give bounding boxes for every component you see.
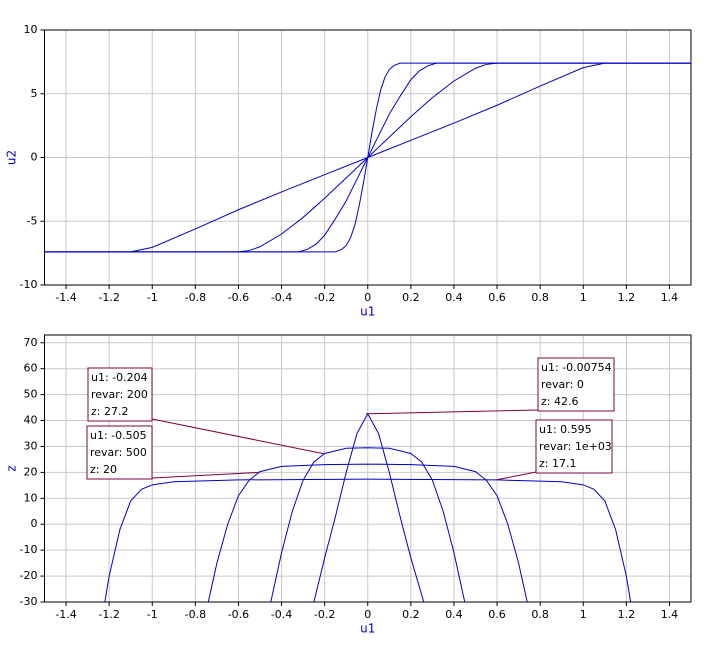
annotation-connector (495, 471, 537, 481)
plot-frame (44, 29, 692, 286)
y-tick-label: -30 (20, 595, 38, 608)
x-tick-label: 0.4 (445, 291, 463, 304)
annotation-text: revar: 200 (91, 388, 148, 401)
y-tick-label: -10 (20, 543, 38, 556)
y-tick-label: -5 (27, 214, 38, 227)
x-tick-label: 1.4 (661, 291, 679, 304)
x-tick-label: 0.4 (445, 608, 463, 621)
x-tick-label: 1.4 (661, 608, 679, 621)
y-tick-label: 30 (24, 439, 38, 452)
x-axis-label: u1 (360, 305, 375, 319)
annotation-text: z: 20 (90, 463, 117, 476)
annotation-text: u1: -0.00754 (541, 361, 612, 374)
x-tick-label: 1.2 (618, 608, 636, 621)
annotation-text: revar: 0 (541, 378, 584, 391)
y-tick-label: 20 (24, 465, 38, 478)
x-axis-label: u1 (360, 622, 375, 636)
x-tick-label: -0.6 (228, 291, 249, 304)
x-tick-label: 1 (580, 608, 587, 621)
annotation-connector (366, 409, 539, 415)
x-tick-label: 0 (364, 608, 371, 621)
curve (104, 478, 632, 603)
curve (44, 62, 691, 253)
annotation-text: revar: 500 (90, 446, 147, 459)
y-tick-label: 0 (31, 151, 38, 164)
x-tick-label: -1.4 (55, 291, 76, 304)
x-tick-label: 0.2 (402, 291, 420, 304)
x-tick-label: 0.8 (531, 291, 549, 304)
annotation-box (86, 425, 153, 480)
y-tick-label: 40 (24, 414, 38, 427)
annotation-text: revar: 1e+03 (539, 440, 612, 453)
x-tick-label: 0.8 (531, 608, 549, 621)
y-tick-label: 70 (24, 336, 38, 349)
annotation-box (535, 419, 613, 474)
annotation-box (537, 357, 615, 412)
annotation-connector (151, 418, 324, 455)
x-tick-label: -1.2 (98, 608, 119, 621)
annotation-connector (151, 471, 259, 479)
x-tick-label: -0.6 (228, 608, 249, 621)
annotation-box (87, 367, 153, 422)
x-tick-label: 0 (364, 291, 371, 304)
y-tick-label: 10 (24, 491, 38, 504)
x-tick-label: -0.8 (185, 291, 206, 304)
y-tick-label: -10 (20, 278, 38, 291)
y-tick-label: 5 (31, 87, 38, 100)
x-tick-label: 1.2 (618, 291, 636, 304)
x-tick-label: 0.6 (488, 291, 506, 304)
y-tick-label: -20 (20, 569, 38, 582)
x-tick-label: -1.4 (55, 608, 76, 621)
x-tick-label: -0.4 (271, 608, 292, 621)
y-tick-label: 10 (24, 23, 38, 36)
x-tick-label: 0.2 (402, 608, 420, 621)
y-axis-label: z (5, 465, 19, 471)
x-tick-label: -0.2 (314, 608, 335, 621)
annotation-text: z: 42.6 (541, 395, 578, 408)
y-tick-label: 60 (24, 362, 38, 375)
x-tick-label: -0.4 (271, 291, 292, 304)
annotation-text: u1: -0.204 (91, 371, 148, 384)
x-tick-label: -1 (147, 291, 158, 304)
x-tick-label: -1.2 (98, 291, 119, 304)
annotation-text: u1: -0.505 (90, 429, 147, 442)
curve (270, 447, 466, 603)
annotation-text: z: 27.2 (91, 405, 128, 418)
plot-frame (44, 334, 692, 603)
x-tick-label: 1 (580, 291, 587, 304)
x-tick-label: -0.8 (185, 608, 206, 621)
annotation-text: z: 17.1 (539, 457, 576, 470)
x-tick-label: -0.2 (314, 291, 335, 304)
x-tick-label: -1 (147, 608, 158, 621)
curve (207, 463, 528, 603)
annotation-text: u1: 0.595 (539, 423, 592, 436)
y-tick-label: 50 (24, 388, 38, 401)
y-tick-label: 0 (31, 517, 38, 530)
x-tick-label: 0.6 (488, 608, 506, 621)
y-axis-label: u2 (5, 150, 19, 165)
